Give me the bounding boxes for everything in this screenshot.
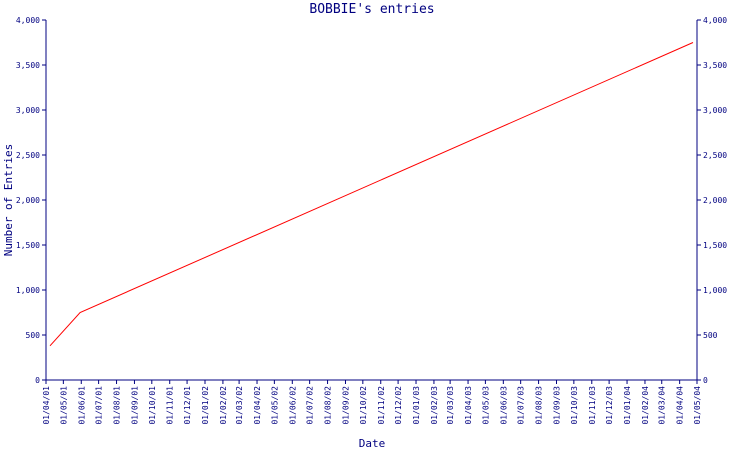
- x-tick-label: 01/05/03: [481, 386, 490, 425]
- x-tick-label: 01/11/03: [588, 386, 597, 425]
- y-tick-label-left: 1,500: [16, 241, 40, 250]
- x-tick-label: 01/09/02: [341, 386, 350, 425]
- x-tick-label: 01/01/04: [623, 386, 632, 425]
- y-tick-label-right: 3,500: [703, 61, 727, 70]
- y-tick-label-right: 1,000: [703, 286, 727, 295]
- y-tick-label-right: 500: [703, 331, 718, 340]
- x-tick-label: 01/06/01: [77, 386, 86, 425]
- x-tick-label: 01/04/01: [42, 386, 51, 425]
- x-tick-label: 01/02/02: [219, 386, 228, 425]
- plot-area: 0 0 500 500 1,000 1,000 1,500 1,500 2,000 2,000 2,…: [16, 16, 727, 425]
- y-tick-label-right: 2,500: [703, 151, 727, 160]
- y-tick-label-left: 3,500: [16, 61, 40, 70]
- y-tick-label-left: 3,000: [16, 106, 40, 115]
- y-tick-label-right: 2,000: [703, 196, 727, 205]
- y-tick-label-right: 1,500: [703, 241, 727, 250]
- x-tick-label: 01/12/03: [605, 386, 614, 425]
- x-tick-label: 01/04/04: [676, 386, 685, 425]
- x-tick-label: 01/10/03: [570, 386, 579, 425]
- x-tick-label: 01/07/02: [306, 386, 315, 425]
- x-tick-label: 01/06/02: [288, 386, 297, 425]
- x-tick-label: 01/02/03: [430, 386, 439, 425]
- series-line: [49, 42, 694, 347]
- x-tick-label: 01/08/02: [324, 386, 333, 425]
- y-tick-label-right: 0: [703, 376, 708, 385]
- x-tick-label: 01/11/01: [166, 386, 175, 425]
- x-tick-label: 01/01/03: [412, 386, 421, 425]
- x-tick-label: 01/09/01: [130, 386, 139, 425]
- y-axis-label: Number of Entries: [2, 144, 15, 257]
- x-tick-label: 01/08/03: [535, 386, 544, 425]
- y-tick-label-left: 1,000: [16, 286, 40, 295]
- x-tick-label: 01/08/01: [113, 386, 122, 425]
- x-tick-label: 01/03/04: [658, 386, 667, 425]
- x-tick-label: 01/03/02: [235, 386, 244, 425]
- x-tick-label: 01/05/04: [693, 386, 702, 425]
- x-tick-label: 01/07/01: [95, 386, 104, 425]
- x-tick-label: 01/09/03: [553, 386, 562, 425]
- x-tick-label: 01/12/01: [183, 386, 192, 425]
- x-tick-label: 01/02/04: [641, 386, 650, 425]
- x-tick-label: 01/04/03: [464, 386, 473, 425]
- y-tick-label-left: 2,500: [16, 151, 40, 160]
- chart-title: BOBBIE's entries: [309, 2, 434, 17]
- y-tick-label-right: 3,000: [703, 106, 727, 115]
- y-tick-label-left: 4,000: [16, 16, 40, 25]
- x-tick-label: 01/11/02: [377, 386, 386, 425]
- x-tick-label: 01/04/02: [253, 386, 262, 425]
- x-tick-label: 01/06/03: [499, 386, 508, 425]
- y-tick-label-right: 4,000: [703, 16, 727, 25]
- x-axis-label: Date: [359, 437, 386, 450]
- x-tick-label: 01/07/03: [517, 386, 526, 425]
- y-tick-label-left: 500: [26, 331, 41, 340]
- x-tick-label: 01/10/02: [359, 386, 368, 425]
- y-tick-label-left: 2,000: [16, 196, 40, 205]
- x-tick-label: 01/01/02: [201, 386, 210, 425]
- x-tick-label: 01/10/01: [148, 386, 157, 425]
- x-tick-label: 01/12/02: [394, 386, 403, 425]
- x-tick-label: 01/05/02: [270, 386, 279, 425]
- x-tick-label: 01/05/01: [59, 386, 68, 425]
- y-tick-label-left: 0: [35, 376, 40, 385]
- x-tick-label: 01/03/03: [446, 386, 455, 425]
